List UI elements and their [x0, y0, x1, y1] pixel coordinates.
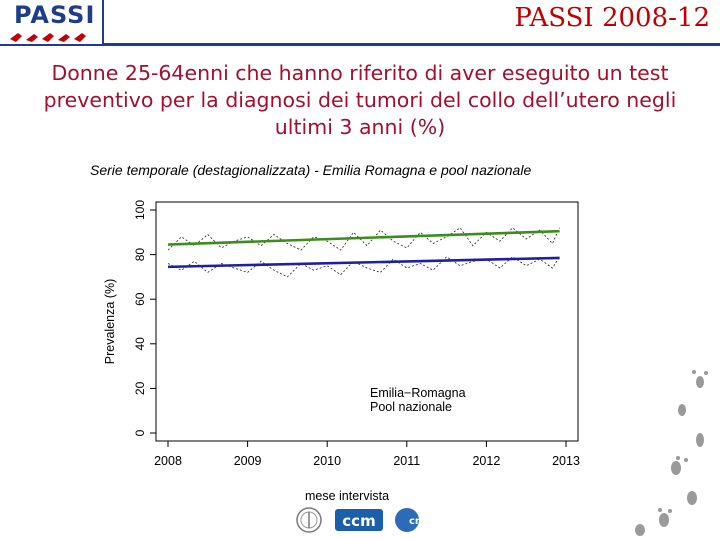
passi-logo: PASSI: [0, 0, 104, 44]
legend-entry-2: Pool nazionale: [370, 400, 452, 414]
header-bar: PASSI PASSI 2008-12: [0, 0, 720, 46]
chart-series: [167, 227, 560, 278]
x-tick-label: 2010: [313, 454, 341, 468]
footprints-decoration-icon: [635, 370, 708, 536]
series-trend-line-2: [167, 256, 560, 269]
series-raw-line-2: [167, 256, 560, 278]
slide-title: Donne 25-64enni che hanno riferito di av…: [43, 61, 677, 139]
y-tick-label: 0: [133, 429, 147, 436]
x-axis-label: mese intervista: [305, 489, 389, 503]
y-axis-label: Prevalenza (%): [103, 279, 117, 364]
footer-logos: ccm cnesps: [296, 507, 445, 533]
y-tick-label: 80: [133, 248, 147, 262]
legend-entry-1: Emilia−Romagna: [370, 386, 466, 400]
x-tick-label: 2009: [234, 454, 262, 468]
svg-text:ccm: ccm: [342, 512, 375, 530]
series-trend-line-1: [167, 229, 560, 246]
logo-text: PASSI: [14, 1, 96, 29]
y-tick-label: 20: [133, 381, 147, 395]
y-tick-label: 100: [133, 200, 147, 220]
x-tick-label: 2011: [393, 454, 420, 468]
footprints-icon: [10, 33, 86, 42]
y-tick-label: 60: [133, 292, 147, 306]
header-title: PASSI 2008-12: [514, 3, 710, 33]
x-tick-label: 2013: [552, 454, 580, 468]
svg-text:cnesps: cnesps: [409, 516, 445, 527]
ccm-logo: ccm: [335, 509, 383, 531]
chart-subtitle: Serie temporale (destagionalizzata) - Em…: [90, 162, 532, 178]
y-tick-label: 40: [133, 337, 147, 351]
ministry-seal-icon: [296, 507, 322, 533]
x-tick-label: 2008: [154, 454, 182, 468]
chart-axes: 0 20 40 60 80 100 2008 2009 2010 2011 2012 2013 mese…: [103, 200, 580, 503]
x-tick-label: 2012: [472, 454, 500, 468]
plot-frame: [155, 201, 579, 442]
cnesps-logo: cnesps: [395, 508, 445, 532]
line-chart: 0 20 40 60 80 100 2008 2009 2010 2011 2012 2013 mese…: [103, 200, 580, 503]
